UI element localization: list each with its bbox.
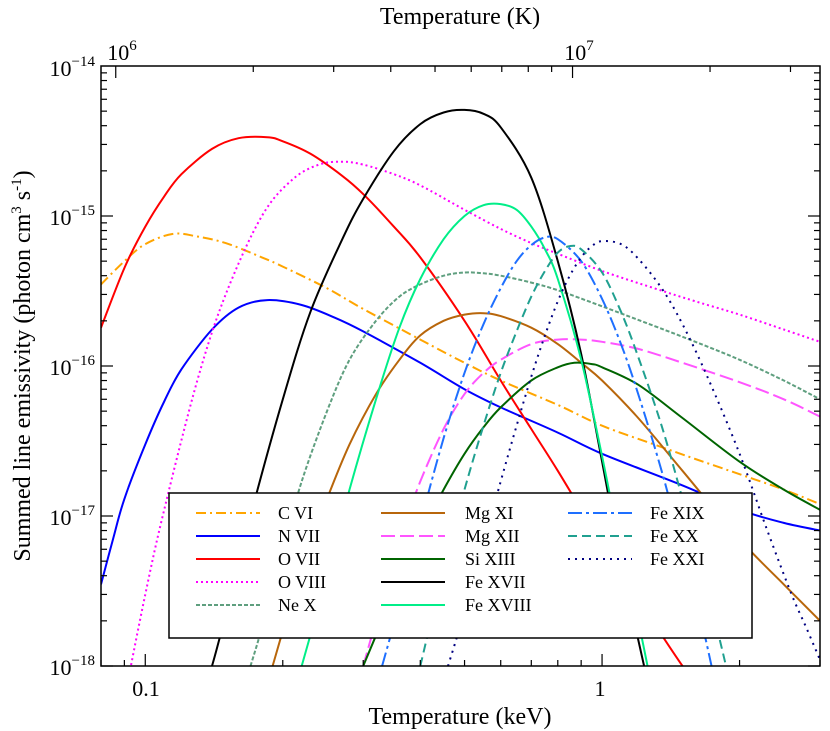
y-tick-label-1e-17: 10−17 [50, 503, 96, 530]
y-tick-label-1e-14: 10−14 [50, 54, 96, 81]
legend-label-si-xiii: Si XIII [465, 549, 516, 569]
y-axis-label-sup2: -1 [9, 178, 25, 191]
legend: C VI N VII O VII O VIII Ne X Mg XI Mg XII Si XI… [168, 492, 753, 639]
y-axis-label-sup1: 3 [9, 206, 25, 214]
legend-label-fe-xviii: Fe XVIII [465, 595, 531, 615]
y-tick-label-1e-18-base: 10 [50, 655, 72, 680]
legend-label-fe-xx: Fe XX [650, 526, 699, 546]
legend-box [168, 492, 753, 639]
y-tick-label-1e-15-exp: −15 [72, 203, 95, 219]
y-tick-label-1e-17-exp: −17 [72, 503, 96, 519]
y-tick-label-1e-16: 10−16 [50, 353, 96, 380]
legend-label-ne-x: Ne X [278, 595, 317, 615]
legend-label-fe-xvii: Fe XVII [465, 572, 526, 592]
x2-tick-label-1e7-base: 10 [564, 40, 586, 65]
y-tick-label-1e-14-exp: −14 [72, 54, 96, 70]
x-tick-label-0.1: 0.1 [132, 676, 160, 701]
y-tick-label-1e-16-base: 10 [50, 355, 72, 380]
x2-tick-labels: 106 107 [107, 38, 594, 65]
y-tick-labels: 10−18 10−17 10−16 10−15 10−14 [50, 54, 96, 680]
y-axis-label-end: ) [10, 170, 36, 178]
legend-label-mg-xii: Mg XII [465, 526, 520, 546]
y-axis-label: Summed line emissivity (photon cm3 s-1) [9, 170, 36, 561]
series-line-fe-xviii [300, 202, 649, 666]
x-tick-label-1: 1 [595, 676, 606, 701]
y-tick-label-1e-15: 10−15 [50, 203, 95, 230]
y-tick-label-1e-15-base: 10 [50, 205, 72, 230]
series-line-c-vi [101, 232, 820, 506]
legend-label-o-vii: O VII [278, 549, 320, 569]
legend-label-mg-xi: Mg XI [465, 503, 514, 523]
series-line-n-vii [101, 299, 820, 585]
y-tick-label-1e-16-exp: −16 [72, 353, 96, 369]
x2-tick-label-1e6: 106 [107, 38, 137, 65]
x2-tick-label-1e6-exp: 6 [129, 38, 137, 54]
x2-tick-label-1e7: 107 [564, 38, 594, 65]
y-tick-label-1e-18-exp: −18 [72, 653, 95, 669]
x2-tick-label-1e7-exp: 7 [586, 38, 594, 54]
y-tick-label-1e-14-base: 10 [50, 56, 72, 81]
y-axis-label-mid: s [10, 191, 36, 206]
series-line-fe-xvii [210, 108, 646, 666]
legend-label-n-vii: N VII [278, 526, 320, 546]
x-tick-labels: 0.1 1 [132, 676, 605, 701]
legend-label-fe-xix: Fe XIX [650, 503, 705, 523]
y-tick-label-1e-18: 10−18 [50, 653, 95, 680]
y-tick-label-1e-17-base: 10 [50, 505, 72, 530]
legend-items: C VI N VII O VII O VIII Ne X Mg XI Mg XII Si XI… [196, 503, 705, 615]
series-line-fe-xix [381, 235, 713, 666]
legend-label-c-vi: C VI [278, 503, 313, 523]
legend-label-o-viii: O VIII [278, 572, 326, 592]
x2-tick-label-1e6-base: 10 [107, 40, 129, 65]
x2-axis-label: Temperature (K) [380, 4, 540, 30]
legend-label-fe-xxi: Fe XXI [650, 549, 705, 569]
series-line-ne-x [249, 271, 820, 666]
series-line-mg-xi [271, 312, 820, 666]
x-axis-label: Temperature (keV) [369, 704, 552, 730]
y-axis-label-main: Summed line emissivity (photon cm [10, 213, 36, 561]
plot-frame [100, 65, 821, 667]
